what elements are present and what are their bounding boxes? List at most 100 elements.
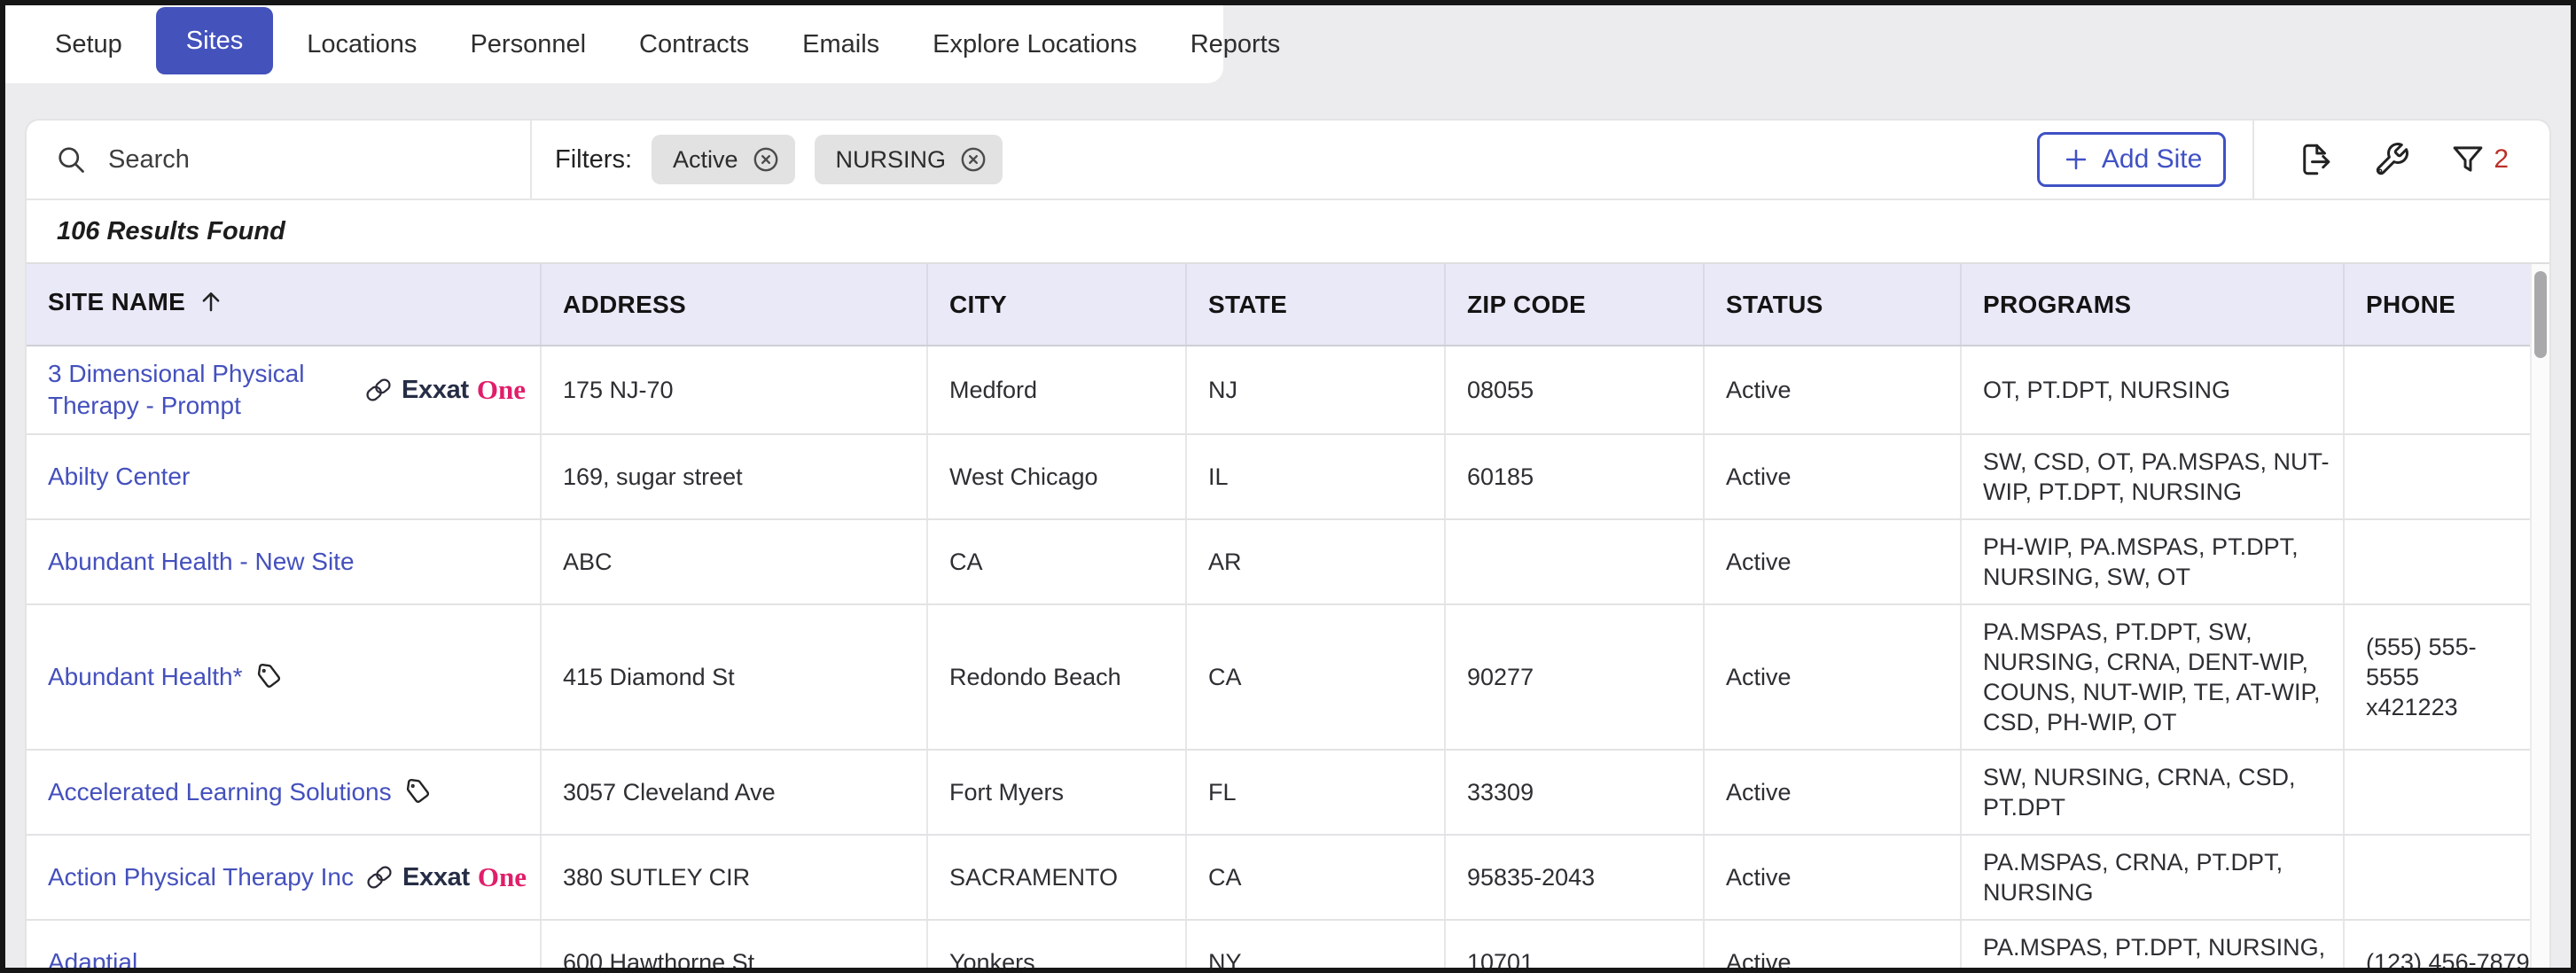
add-site-label: Add Site xyxy=(2101,144,2203,174)
site-name-link[interactable]: Abundant Health - New Site xyxy=(48,548,355,575)
exxat-one-badge[interactable]: Exxat One xyxy=(364,862,527,892)
filters-label: Filters: xyxy=(555,144,632,174)
table-row: Abilty Center 169, sugar street West Chi… xyxy=(27,434,2530,520)
table-row: Action Physical Therapy Inc Exxat One 38… xyxy=(27,835,2530,921)
cell-state: CA xyxy=(1186,604,1446,751)
tab-reports[interactable]: Reports xyxy=(1190,29,1281,58)
site-name-link[interactable]: Action Physical Therapy Inc xyxy=(48,863,354,891)
cell-state: NJ xyxy=(1186,346,1446,435)
main-tab-bar: Setup Sites Locations Personnel Contract… xyxy=(5,5,1280,83)
tab-emails[interactable]: Emails xyxy=(802,29,880,58)
site-name-link[interactable]: Accelerated Learning Solutions xyxy=(48,778,392,806)
cell-phone: (555) 555-5555 x421223 xyxy=(2344,604,2530,751)
cell-status: Active xyxy=(1704,604,1962,751)
remove-filter-icon[interactable] xyxy=(751,144,781,175)
brand-exxat: Exxat xyxy=(402,863,470,891)
add-site-button[interactable]: Add Site xyxy=(2036,132,2227,187)
toolbar-divider xyxy=(2252,121,2255,198)
site-name-link[interactable]: 3 Dimensional Physical Therapy - Prompt xyxy=(48,360,305,419)
tab-sites[interactable]: Sites xyxy=(155,7,274,74)
cell-address: 3057 Cleveland Ave xyxy=(541,750,928,836)
cell-state: IL xyxy=(1186,434,1446,520)
tab-setup[interactable]: Setup xyxy=(55,29,122,58)
column-label: SITE NAME xyxy=(48,288,186,315)
cell-phone xyxy=(2344,750,2530,836)
brand-exxat: Exxat xyxy=(401,376,469,404)
filter-icon[interactable]: 2 xyxy=(2449,141,2509,178)
cell-city: Yonkers xyxy=(927,920,1187,968)
search-box[interactable] xyxy=(27,144,530,175)
cell-status: Active xyxy=(1704,920,1962,968)
scrollbar-thumb[interactable] xyxy=(2534,271,2547,358)
tab-personnel[interactable]: Personnel xyxy=(470,29,587,58)
cell-zip: 60185 xyxy=(1445,434,1705,520)
tools-icon[interactable] xyxy=(2373,141,2410,178)
cell-zip: 08055 xyxy=(1445,346,1705,435)
cell-city: SACRAMENTO xyxy=(927,835,1187,921)
cell-state: CA xyxy=(1186,835,1446,921)
filter-chip-active[interactable]: Active xyxy=(652,135,795,184)
column-header-status[interactable]: STATUS xyxy=(1704,264,1962,346)
cell-zip: 90277 xyxy=(1445,604,1705,751)
cell-programs: PA.MSPAS, CRNA, PT.DPT, NURSING xyxy=(1961,835,2345,921)
remove-filter-icon[interactable] xyxy=(958,144,988,175)
table-row: 3 Dimensional Physical Therapy - Prompt … xyxy=(27,346,2530,435)
cell-city: Fort Myers xyxy=(927,750,1187,836)
column-header-city[interactable]: CITY xyxy=(927,264,1187,346)
tab-contracts[interactable]: Contracts xyxy=(639,29,750,58)
export-icon[interactable] xyxy=(2297,141,2334,178)
cell-address: 175 NJ-70 xyxy=(541,346,928,435)
site-name-link[interactable]: Adaptial xyxy=(48,948,138,968)
search-input[interactable] xyxy=(106,144,488,175)
column-header-programs[interactable]: PROGRAMS xyxy=(1961,264,2345,346)
column-header-state[interactable]: STATE xyxy=(1186,264,1446,346)
cell-programs: PA.MSPAS, PT.DPT, NURSING, CRNA xyxy=(1961,920,2345,968)
site-name-link[interactable]: Abundant Health* xyxy=(48,663,243,690)
cell-programs: PH-WIP, PA.MSPAS, PT.DPT, NURSING, SW, O… xyxy=(1961,519,2345,605)
sort-ascending-icon xyxy=(198,292,224,320)
tag-icon xyxy=(402,777,433,807)
column-header-zip-code[interactable]: ZIP CODE xyxy=(1445,264,1705,346)
link-icon xyxy=(367,866,392,889)
cell-phone xyxy=(2344,434,2530,520)
table-row: Accelerated Learning Solutions 3057 Clev… xyxy=(27,750,2530,836)
cell-phone xyxy=(2344,346,2530,435)
tab-explore-locations[interactable]: Explore Locations xyxy=(933,29,1137,58)
column-header-site-name[interactable]: SITE NAME xyxy=(27,264,542,346)
results-summary: 106 Results Found xyxy=(27,200,2549,264)
filter-chip-nursing[interactable]: NURSING xyxy=(814,135,1003,184)
cell-state: NY xyxy=(1186,920,1446,968)
column-header-phone[interactable]: PHONE xyxy=(2344,264,2530,346)
exxat-one-badge[interactable]: Exxat One xyxy=(363,375,526,405)
cell-zip: 33309 xyxy=(1445,750,1705,836)
cell-city: West Chicago xyxy=(927,434,1187,520)
cell-address: 380 SUTLEY CIR xyxy=(541,835,928,921)
cell-phone: (123) 456-7879 x xyxy=(2344,920,2530,968)
cell-city: CA xyxy=(927,519,1187,605)
cell-zip xyxy=(1445,519,1705,605)
sites-panel: Filters: Active NURSING xyxy=(25,119,2551,968)
cell-programs: OT, PT.DPT, NURSING xyxy=(1961,346,2345,435)
cell-status: Active xyxy=(1704,835,1962,921)
table-row: Abundant Health - New Site ABC CA AR Act… xyxy=(27,519,2530,605)
vertical-scrollbar[interactable] xyxy=(2530,264,2549,968)
cell-address: 415 Diamond St xyxy=(541,604,928,751)
filter-chip-label: NURSING xyxy=(835,145,947,173)
cell-address: ABC xyxy=(541,519,928,605)
brand-one: One xyxy=(477,861,527,892)
sites-table: SITE NAME ADDRESS CITY STATE ZIP CODE ST… xyxy=(27,264,2549,968)
cell-status: Active xyxy=(1704,750,1962,836)
tab-locations[interactable]: Locations xyxy=(307,29,418,58)
cell-programs: SW, CSD, OT, PA.MSPAS, NUT-WIP, PT.DPT, … xyxy=(1961,434,2345,520)
cell-programs: PA.MSPAS, PT.DPT, SW, NURSING, CRNA, DEN… xyxy=(1961,604,2345,751)
tag-icon xyxy=(254,662,284,692)
search-icon xyxy=(59,147,84,173)
site-name-link[interactable]: Abilty Center xyxy=(48,463,191,490)
cell-phone xyxy=(2344,835,2530,921)
cell-state: AR xyxy=(1186,519,1446,605)
toolbar: Filters: Active NURSING xyxy=(27,121,2549,200)
toolbar-divider xyxy=(530,121,532,198)
table-actions: 2 xyxy=(2254,141,2549,178)
plus-icon xyxy=(2065,149,2087,170)
column-header-address[interactable]: ADDRESS xyxy=(541,264,928,346)
